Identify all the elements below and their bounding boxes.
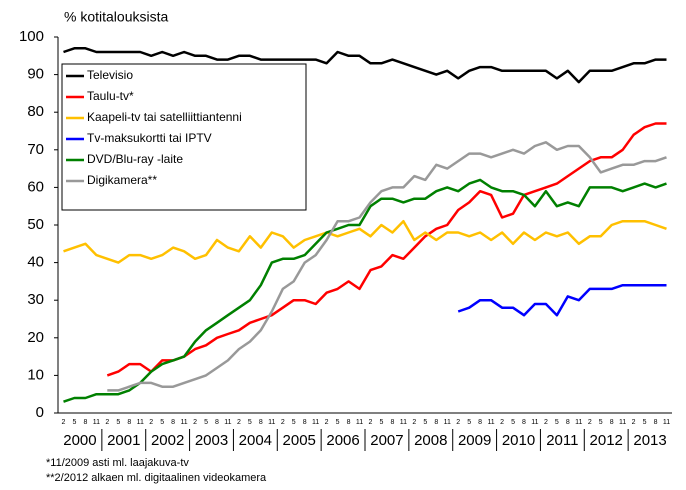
- x-tick-label: 5: [160, 419, 164, 426]
- series-line: [63, 47, 667, 84]
- x-tick-label: 8: [610, 419, 614, 426]
- year-label: 2008: [414, 432, 447, 449]
- x-tick-label: 11: [356, 419, 363, 426]
- x-tick-label: 8: [434, 419, 438, 426]
- year-label: 2013: [633, 432, 666, 449]
- x-tick-label: 5: [72, 419, 76, 426]
- x-tick-label: 11: [137, 419, 144, 426]
- x-tick-label: 8: [654, 419, 658, 426]
- x-tick-label: 8: [522, 419, 526, 426]
- x-tick-label: 2: [632, 419, 636, 426]
- x-tick-label: 5: [599, 419, 603, 426]
- year-label: 2010: [502, 432, 535, 449]
- x-tick-label: 8: [127, 419, 131, 426]
- series-line: [457, 283, 667, 317]
- x-tick-label: 11: [400, 419, 407, 426]
- x-tick-label: 2: [500, 419, 504, 426]
- legend-label: Digikamera**: [87, 173, 157, 187]
- y-tick-label: 0: [36, 404, 44, 421]
- x-tick-label: 11: [93, 419, 100, 426]
- y-tick-label: 60: [27, 178, 44, 195]
- x-tick-label: 5: [643, 419, 647, 426]
- x-tick-label: 5: [248, 419, 252, 426]
- y-tick-label: 100: [19, 28, 44, 45]
- x-tick-label: 11: [663, 419, 670, 426]
- year-label: 2011: [546, 432, 578, 449]
- x-tick-label: 5: [379, 419, 383, 426]
- year-label: 2006: [326, 432, 359, 449]
- year-label: 2012: [590, 432, 623, 449]
- x-tick-label: 8: [171, 419, 175, 426]
- x-tick-label: 11: [180, 419, 187, 426]
- x-tick-label: 2: [281, 419, 285, 426]
- year-label: 2005: [283, 432, 316, 449]
- x-tick-label: 5: [292, 419, 296, 426]
- year-label: 2002: [151, 432, 184, 449]
- x-tick-label: 8: [215, 419, 219, 426]
- x-tick-label: 5: [204, 419, 208, 426]
- legend-label: DVD/Blu-ray -laite: [87, 152, 183, 166]
- x-tick-label: 11: [575, 419, 582, 426]
- x-tick-label: 2: [456, 419, 460, 426]
- year-label: 2007: [370, 432, 403, 449]
- x-tick-label: 11: [619, 419, 626, 426]
- x-tick-label: 11: [224, 419, 231, 426]
- x-tick-label: 2: [369, 419, 373, 426]
- y-tick-label: 10: [27, 366, 44, 383]
- year-label: 2003: [195, 432, 228, 449]
- x-tick-label: 8: [566, 419, 570, 426]
- x-tick-label: 5: [116, 419, 120, 426]
- x-tick-label: 8: [347, 419, 351, 426]
- year-label: 2004: [239, 432, 272, 449]
- x-tick-label: 2: [325, 419, 329, 426]
- x-tick-label: 5: [423, 419, 427, 426]
- series-line: [106, 122, 667, 377]
- y-tick-label: 50: [27, 216, 44, 233]
- footnote: *11/2009 asti ml. laajakuva-tv: [46, 457, 189, 469]
- series-line: [107, 141, 667, 392]
- year-label: 2009: [458, 432, 491, 449]
- y-tick-label: 80: [27, 103, 44, 120]
- x-tick-label: 5: [511, 419, 515, 426]
- legend-label: Kaapeli-tv tai satelliittiantenni: [87, 110, 242, 124]
- x-tick-label: 2: [105, 419, 109, 426]
- x-tick-label: 11: [531, 419, 538, 426]
- x-tick-label: 5: [467, 419, 471, 426]
- year-label: 2000: [63, 432, 96, 449]
- x-tick-label: 5: [336, 419, 340, 426]
- legend-box: [61, 63, 307, 211]
- x-tick-label: 2: [412, 419, 416, 426]
- x-tick-label: 8: [390, 419, 394, 426]
- x-tick-label: 11: [268, 419, 275, 426]
- x-tick-label: 8: [259, 419, 263, 426]
- legend-label: Televisio: [87, 68, 133, 82]
- y-tick-label: 20: [27, 329, 44, 346]
- x-tick-label: 2: [62, 419, 66, 426]
- series-line: [63, 178, 667, 403]
- x-tick-label: 11: [444, 419, 451, 426]
- y-tick-label: 70: [27, 141, 44, 158]
- legend: Televisio Taulu-tv* Kaapeli-tv tai satelli…: [61, 63, 307, 211]
- x-tick-label: 2: [544, 419, 548, 426]
- year-label: 2001: [107, 432, 140, 449]
- x-tick-label: 2: [237, 419, 241, 426]
- legend-label: Taulu-tv*: [87, 89, 134, 103]
- x-tick-label: 2: [193, 419, 197, 426]
- y-axis-title: % kotitalouksista: [64, 9, 168, 25]
- x-tick-label: 8: [478, 419, 482, 426]
- x-tick-label: 2: [588, 419, 592, 426]
- y-tick-label: 30: [27, 291, 44, 308]
- x-tick-label: 11: [312, 419, 319, 426]
- legend-label: Tv-maksukortti tai IPTV: [87, 131, 212, 145]
- y-tick-label: 90: [27, 66, 44, 83]
- x-tick-label: 11: [487, 419, 494, 426]
- x-tick-label: 2: [149, 419, 153, 426]
- series-line: [63, 219, 667, 264]
- x-tick-label: 8: [303, 419, 307, 426]
- x-tick-label: 5: [555, 419, 559, 426]
- x-tick-label: 8: [83, 419, 87, 426]
- y-tick-label: 40: [27, 254, 44, 271]
- footnote: **2/2012 alkaen ml. digitaalinen videoka…: [46, 472, 267, 484]
